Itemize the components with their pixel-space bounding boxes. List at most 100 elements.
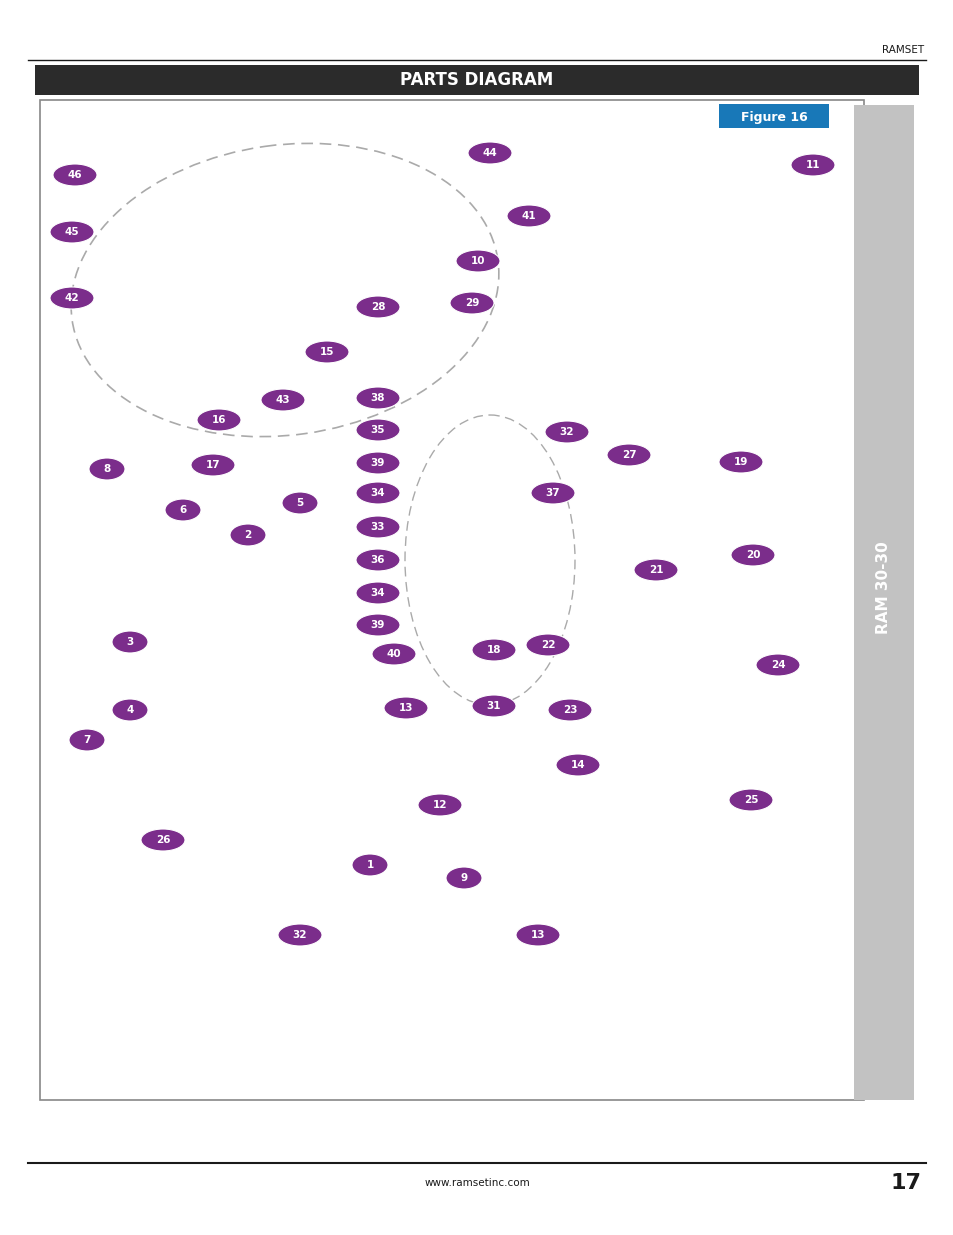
Text: 21: 21 <box>648 564 662 576</box>
Ellipse shape <box>468 142 512 164</box>
Ellipse shape <box>472 695 516 718</box>
Ellipse shape <box>544 421 588 443</box>
Ellipse shape <box>450 291 494 314</box>
Ellipse shape <box>89 458 125 480</box>
Ellipse shape <box>384 697 428 719</box>
Text: 14: 14 <box>570 760 585 769</box>
Text: PARTS DIAGRAM: PARTS DIAGRAM <box>400 70 553 89</box>
Text: RAM 30-30: RAM 30-30 <box>876 541 890 634</box>
Text: 27: 27 <box>621 450 636 459</box>
Ellipse shape <box>355 582 399 604</box>
Ellipse shape <box>728 789 772 811</box>
Text: 36: 36 <box>371 555 385 564</box>
Text: 20: 20 <box>745 550 760 559</box>
Text: 26: 26 <box>155 835 170 845</box>
Ellipse shape <box>141 829 185 851</box>
Ellipse shape <box>790 154 834 177</box>
Text: 45: 45 <box>65 227 79 237</box>
Text: 43: 43 <box>275 395 290 405</box>
Text: 6: 6 <box>179 505 187 515</box>
Text: 34: 34 <box>371 588 385 598</box>
Text: 7: 7 <box>83 735 91 745</box>
Text: 10: 10 <box>470 256 485 266</box>
Ellipse shape <box>446 867 481 889</box>
Text: 32: 32 <box>293 930 307 940</box>
Ellipse shape <box>196 409 241 431</box>
Ellipse shape <box>755 655 800 676</box>
Ellipse shape <box>261 389 305 411</box>
Text: 31: 31 <box>486 701 500 711</box>
Ellipse shape <box>282 492 317 514</box>
Text: Figure 16: Figure 16 <box>740 111 806 125</box>
Text: 24: 24 <box>770 659 784 671</box>
Text: 38: 38 <box>371 393 385 403</box>
Text: 4: 4 <box>126 705 133 715</box>
Text: 18: 18 <box>486 645 500 655</box>
Ellipse shape <box>730 543 774 566</box>
Ellipse shape <box>112 631 148 653</box>
Text: 42: 42 <box>65 293 79 303</box>
Ellipse shape <box>50 287 94 309</box>
Ellipse shape <box>506 205 551 227</box>
Text: 37: 37 <box>545 488 559 498</box>
Ellipse shape <box>112 699 148 721</box>
Text: 23: 23 <box>562 705 577 715</box>
Text: 29: 29 <box>464 298 478 308</box>
Ellipse shape <box>372 643 416 664</box>
Text: 8: 8 <box>103 464 111 474</box>
Ellipse shape <box>556 755 599 776</box>
FancyBboxPatch shape <box>719 104 828 128</box>
Text: 25: 25 <box>743 795 758 805</box>
Text: 39: 39 <box>371 458 385 468</box>
Ellipse shape <box>355 614 399 636</box>
Ellipse shape <box>355 482 399 504</box>
Text: 5: 5 <box>296 498 303 508</box>
Text: 28: 28 <box>371 303 385 312</box>
Ellipse shape <box>352 853 388 876</box>
Text: 17: 17 <box>890 1173 921 1193</box>
Text: 16: 16 <box>212 415 226 425</box>
Ellipse shape <box>277 924 322 946</box>
Text: 41: 41 <box>521 211 536 221</box>
Ellipse shape <box>719 451 762 473</box>
FancyBboxPatch shape <box>35 65 918 95</box>
Text: 39: 39 <box>371 620 385 630</box>
Ellipse shape <box>355 419 399 441</box>
Text: 9: 9 <box>460 873 467 883</box>
Ellipse shape <box>417 794 461 816</box>
Text: 19: 19 <box>733 457 747 467</box>
Text: www.ramsetinc.com: www.ramsetinc.com <box>424 1178 529 1188</box>
Text: 44: 44 <box>482 148 497 158</box>
Ellipse shape <box>191 454 234 475</box>
Ellipse shape <box>606 445 650 466</box>
Text: 22: 22 <box>540 640 555 650</box>
Text: 3: 3 <box>126 637 133 647</box>
FancyBboxPatch shape <box>40 100 863 1100</box>
Ellipse shape <box>355 452 399 474</box>
Ellipse shape <box>525 634 569 656</box>
Ellipse shape <box>230 524 266 546</box>
Text: RAMSET: RAMSET <box>881 44 923 56</box>
Text: 35: 35 <box>371 425 385 435</box>
Ellipse shape <box>355 387 399 409</box>
Ellipse shape <box>50 221 94 243</box>
Text: 11: 11 <box>805 161 820 170</box>
Text: 15: 15 <box>319 347 334 357</box>
Text: 34: 34 <box>371 488 385 498</box>
Ellipse shape <box>516 924 559 946</box>
Text: 13: 13 <box>530 930 545 940</box>
Ellipse shape <box>69 729 105 751</box>
Ellipse shape <box>355 516 399 538</box>
Ellipse shape <box>472 638 516 661</box>
Text: 1: 1 <box>366 860 374 869</box>
Ellipse shape <box>53 164 97 186</box>
Text: 13: 13 <box>398 703 413 713</box>
Ellipse shape <box>355 550 399 571</box>
Text: 33: 33 <box>371 522 385 532</box>
Ellipse shape <box>634 559 678 580</box>
Text: 2: 2 <box>244 530 252 540</box>
Text: 17: 17 <box>206 459 220 471</box>
Ellipse shape <box>355 296 399 317</box>
Text: 40: 40 <box>386 650 401 659</box>
Text: 12: 12 <box>433 800 447 810</box>
